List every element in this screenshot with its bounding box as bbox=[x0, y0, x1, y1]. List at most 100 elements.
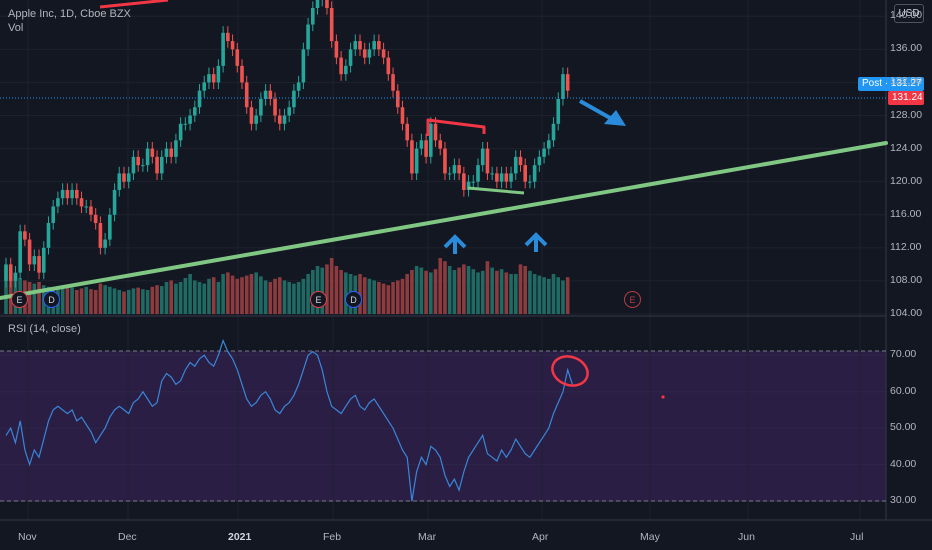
volume-bar bbox=[103, 285, 107, 314]
candle-body bbox=[429, 123, 433, 157]
volume-bar bbox=[159, 286, 164, 314]
dividend-event-icon[interactable]: D bbox=[43, 291, 60, 308]
down-arrow-head bbox=[604, 110, 626, 126]
candle-body bbox=[108, 214, 112, 240]
candle-body bbox=[268, 90, 273, 99]
up-arrow-drawing-1[interactable] bbox=[443, 234, 467, 249]
candle-body bbox=[18, 231, 22, 273]
candle-body bbox=[282, 115, 287, 124]
volume-bar bbox=[547, 278, 551, 314]
candle-body bbox=[447, 173, 452, 175]
candle-body bbox=[240, 65, 244, 83]
rsi-circle-drawing[interactable] bbox=[548, 352, 591, 391]
candle-body bbox=[155, 156, 159, 174]
price-tick-label: 104.00 bbox=[890, 307, 923, 319]
volume-bar bbox=[211, 277, 216, 314]
volume-bar bbox=[249, 274, 254, 314]
candle-body bbox=[84, 206, 89, 208]
up-arrow-drawing-2[interactable] bbox=[524, 232, 548, 247]
volume-bar bbox=[8, 270, 13, 314]
support-drawing[interactable] bbox=[467, 186, 525, 195]
rsi-label: RSI (14, close) bbox=[8, 323, 81, 335]
volume-bar bbox=[240, 277, 244, 314]
time-tick-label: Jul bbox=[850, 531, 864, 543]
candle-body bbox=[136, 156, 140, 166]
candle-body bbox=[183, 123, 188, 125]
volume-bar bbox=[136, 287, 140, 314]
volume-bar bbox=[433, 269, 438, 314]
price-tick-label: 140.00 bbox=[890, 9, 923, 22]
volume-bar bbox=[37, 282, 41, 314]
earnings-event-icon[interactable]: E bbox=[624, 291, 641, 308]
candle-body bbox=[362, 49, 367, 58]
volume-bar bbox=[259, 276, 263, 314]
volume-bar bbox=[528, 270, 532, 314]
volume-bar bbox=[141, 289, 145, 314]
candle-body bbox=[32, 256, 37, 265]
volume-bar bbox=[301, 278, 306, 314]
candle-body bbox=[254, 115, 258, 124]
volume-bar bbox=[551, 274, 556, 314]
candle-body bbox=[410, 140, 414, 174]
volume-bar bbox=[504, 272, 509, 314]
candle-body bbox=[462, 173, 466, 190]
candle-body bbox=[556, 98, 561, 124]
candle-body bbox=[509, 173, 513, 182]
volume-bar bbox=[377, 282, 381, 314]
earnings-event-icon[interactable]: E bbox=[310, 291, 327, 308]
volume-bar bbox=[235, 278, 240, 314]
candle-body bbox=[391, 74, 395, 91]
volume-bar bbox=[268, 282, 273, 314]
volume-bar bbox=[405, 274, 409, 314]
trendline-drawing[interactable] bbox=[0, 141, 888, 300]
volume-bar bbox=[263, 280, 268, 314]
candle-body bbox=[400, 107, 405, 124]
candle-body bbox=[235, 49, 240, 66]
volume-bar bbox=[75, 290, 79, 314]
candle-body bbox=[457, 165, 461, 174]
volume-bar bbox=[391, 282, 395, 314]
time-tick-label: May bbox=[640, 531, 660, 543]
volume-bar bbox=[537, 275, 542, 314]
price-tick-label: 116.00 bbox=[890, 207, 922, 220]
candle-body bbox=[51, 206, 55, 224]
candle-body bbox=[372, 41, 376, 50]
candle-body bbox=[433, 123, 438, 141]
time-tick-label: 2021 bbox=[228, 531, 252, 543]
candle-body bbox=[126, 173, 131, 182]
volume-bar bbox=[70, 287, 74, 314]
volume-bar bbox=[93, 290, 98, 314]
candle-body bbox=[438, 140, 443, 149]
candle-body bbox=[150, 148, 155, 157]
volume-bar bbox=[122, 291, 126, 314]
resistance-drawing[interactable] bbox=[426, 118, 486, 136]
price-tick-label: 136.00 bbox=[890, 42, 923, 55]
down-arrow-drawing[interactable] bbox=[579, 99, 613, 121]
volume-bar bbox=[197, 282, 202, 314]
currency-button[interactable]: USD bbox=[894, 4, 924, 23]
candle-body bbox=[226, 32, 230, 42]
volume-bar bbox=[84, 286, 89, 314]
candle-body bbox=[480, 148, 485, 166]
candle-body bbox=[315, 0, 320, 9]
volume-bar bbox=[126, 290, 131, 314]
candle-body bbox=[471, 181, 476, 183]
candle-body bbox=[122, 173, 126, 182]
volume-bar bbox=[320, 267, 325, 314]
candle-body bbox=[211, 74, 216, 83]
candle-body bbox=[490, 173, 494, 175]
dividend-event-icon[interactable]: D bbox=[345, 291, 362, 308]
candle-body bbox=[395, 90, 400, 108]
candle-body bbox=[542, 148, 546, 157]
candle-body bbox=[485, 148, 490, 174]
volume-bar bbox=[480, 270, 485, 314]
rsi-tick-label: 60.00 bbox=[890, 384, 917, 397]
earnings-event-icon[interactable]: E bbox=[11, 291, 28, 308]
candle-body bbox=[414, 148, 419, 174]
time-tick-label: Apr bbox=[532, 531, 549, 543]
candle-body bbox=[306, 24, 310, 50]
volume-bar bbox=[112, 288, 117, 314]
volume-bar bbox=[438, 258, 443, 314]
red-line-drawing[interactable] bbox=[99, 0, 169, 9]
